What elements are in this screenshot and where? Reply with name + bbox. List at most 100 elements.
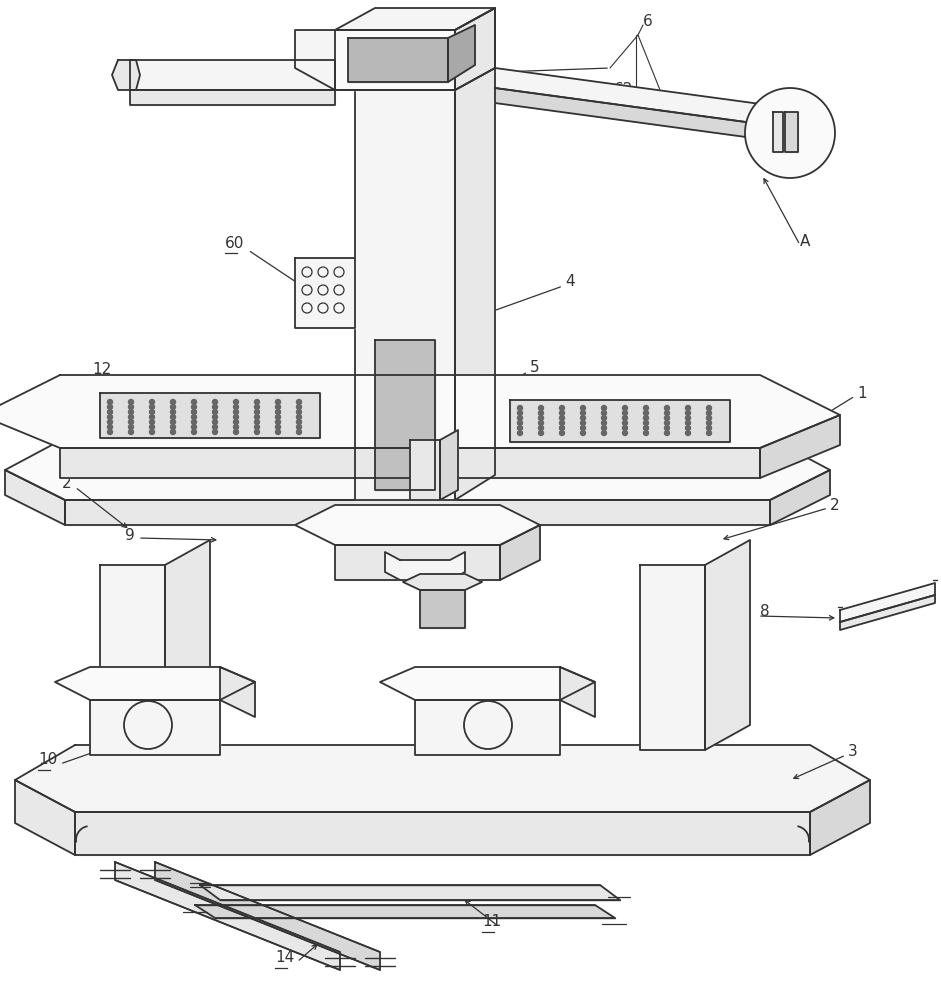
Text: 3: 3 (848, 744, 858, 760)
Polygon shape (455, 68, 495, 500)
Text: 5: 5 (530, 360, 539, 375)
Circle shape (538, 426, 544, 430)
Polygon shape (5, 470, 65, 525)
Polygon shape (840, 595, 935, 630)
Circle shape (623, 426, 628, 430)
Circle shape (644, 416, 648, 420)
Circle shape (518, 426, 522, 430)
Circle shape (150, 404, 154, 410)
Polygon shape (65, 500, 770, 525)
Circle shape (581, 420, 585, 426)
Circle shape (233, 414, 238, 420)
Circle shape (254, 410, 260, 414)
Polygon shape (100, 565, 165, 750)
Circle shape (623, 430, 628, 436)
Circle shape (644, 426, 648, 430)
Polygon shape (440, 430, 458, 500)
Circle shape (560, 410, 565, 416)
Polygon shape (195, 905, 615, 918)
Circle shape (213, 404, 217, 410)
Circle shape (213, 414, 217, 420)
Circle shape (254, 424, 260, 430)
Circle shape (107, 424, 113, 430)
Polygon shape (760, 415, 840, 478)
Polygon shape (560, 667, 595, 717)
Circle shape (664, 430, 669, 436)
Text: 4: 4 (565, 274, 575, 290)
Circle shape (685, 410, 691, 416)
Circle shape (276, 420, 280, 424)
Polygon shape (155, 862, 380, 970)
Circle shape (518, 430, 522, 436)
Circle shape (581, 416, 585, 420)
Circle shape (685, 420, 691, 426)
Circle shape (276, 430, 280, 434)
Circle shape (254, 420, 260, 424)
Circle shape (296, 424, 301, 430)
Polygon shape (60, 448, 760, 478)
Polygon shape (355, 90, 455, 500)
Circle shape (233, 410, 238, 414)
Circle shape (192, 410, 197, 414)
Circle shape (601, 426, 607, 430)
Circle shape (560, 426, 565, 430)
Text: A: A (800, 234, 810, 249)
Polygon shape (448, 25, 475, 82)
Polygon shape (403, 574, 482, 590)
Circle shape (601, 420, 607, 426)
Circle shape (170, 424, 176, 430)
Circle shape (707, 430, 711, 436)
Circle shape (518, 410, 522, 416)
Circle shape (623, 416, 628, 420)
Circle shape (129, 414, 134, 420)
Circle shape (707, 426, 711, 430)
Circle shape (276, 414, 280, 420)
Circle shape (150, 410, 154, 414)
Circle shape (707, 406, 711, 410)
Circle shape (213, 424, 217, 430)
Text: 60: 60 (225, 235, 245, 250)
Circle shape (192, 404, 197, 410)
Circle shape (644, 420, 648, 426)
Circle shape (581, 406, 585, 410)
Circle shape (601, 410, 607, 416)
Circle shape (601, 430, 607, 436)
Circle shape (107, 410, 113, 414)
Polygon shape (165, 540, 210, 750)
Polygon shape (785, 112, 798, 152)
Circle shape (296, 410, 301, 414)
Circle shape (129, 420, 134, 424)
Circle shape (254, 399, 260, 404)
Circle shape (192, 414, 197, 420)
Polygon shape (500, 525, 540, 580)
Circle shape (538, 410, 544, 416)
Circle shape (623, 406, 628, 410)
Circle shape (623, 410, 628, 416)
Polygon shape (130, 90, 335, 105)
Polygon shape (410, 440, 440, 500)
Circle shape (560, 416, 565, 420)
Circle shape (192, 424, 197, 430)
Circle shape (233, 404, 238, 410)
Polygon shape (75, 812, 810, 855)
Circle shape (538, 420, 544, 426)
Text: 8: 8 (760, 604, 770, 619)
Polygon shape (15, 745, 870, 812)
Circle shape (107, 420, 113, 424)
Polygon shape (295, 258, 355, 328)
Circle shape (560, 420, 565, 426)
Text: 9: 9 (125, 528, 135, 542)
Polygon shape (348, 38, 448, 82)
Circle shape (107, 399, 113, 404)
Polygon shape (385, 552, 465, 580)
Circle shape (538, 406, 544, 410)
Circle shape (518, 406, 522, 410)
Polygon shape (100, 393, 320, 438)
Circle shape (296, 414, 301, 420)
Circle shape (664, 406, 669, 410)
Circle shape (170, 414, 176, 420)
Polygon shape (810, 780, 870, 855)
Polygon shape (5, 438, 830, 500)
Circle shape (664, 426, 669, 430)
Polygon shape (495, 88, 790, 143)
